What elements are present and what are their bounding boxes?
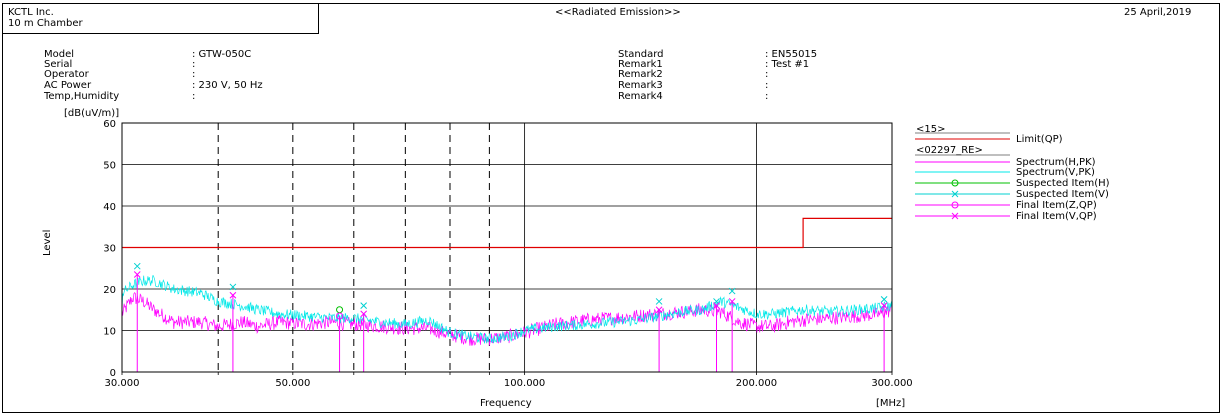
legend-label-suspected-v: Suspected Item(V) bbox=[1016, 189, 1109, 200]
company-name: KCTL Inc. bbox=[8, 7, 54, 18]
y-tick-label: 10 bbox=[103, 327, 116, 338]
info-label-ac-power: AC Power bbox=[44, 80, 92, 91]
info-value-model: : GTW-050C bbox=[192, 49, 252, 60]
report-frame bbox=[2, 3, 1220, 413]
legend-marker bbox=[951, 201, 959, 209]
y-tick-label: 40 bbox=[103, 202, 116, 213]
y-tick-label: 50 bbox=[103, 161, 116, 172]
info-label-remark1: Remark1 bbox=[618, 59, 663, 70]
final-v-qp-marker bbox=[229, 291, 237, 299]
info-label-remark4: Remark4 bbox=[618, 91, 663, 102]
info-value-serial: : bbox=[192, 59, 196, 70]
info-label-model: Model bbox=[44, 49, 75, 60]
info-label-temp-humidity: Temp,Humidity bbox=[44, 91, 120, 102]
legend-label-spectrum-h: Spectrum(H,PK) bbox=[1016, 157, 1096, 168]
info-label-remark2: Remark2 bbox=[618, 69, 663, 80]
info-value-temp-humidity: : bbox=[192, 91, 196, 102]
spectrum-h-line bbox=[121, 292, 893, 346]
x-tick-label: 200.000 bbox=[736, 378, 777, 389]
legend-label-spectrum-v: Spectrum(V,PK) bbox=[1016, 167, 1095, 178]
info-value-remark3: : bbox=[765, 80, 769, 91]
info-value-operator: : bbox=[192, 69, 196, 80]
final-z-qp-marker bbox=[336, 312, 344, 320]
suspected-v-marker bbox=[133, 262, 141, 270]
legend-marker bbox=[951, 212, 959, 220]
legend-marker bbox=[951, 179, 959, 187]
suspected-h-marker bbox=[336, 306, 344, 314]
suspected-v-marker bbox=[360, 302, 368, 309]
legend-group2-header: <02297_RE> bbox=[916, 145, 983, 156]
final-v-qp-marker bbox=[360, 310, 368, 318]
info-value-remark1: : Test #1 bbox=[765, 59, 810, 70]
final-v-qp-marker bbox=[133, 271, 141, 278]
y-tick-label: 30 bbox=[103, 244, 116, 255]
x-tick-label: 300.000 bbox=[871, 378, 912, 389]
info-value-remark2: : bbox=[765, 69, 769, 80]
info-label-serial: Serial bbox=[44, 59, 73, 70]
info-label-operator: Operator bbox=[44, 69, 89, 80]
info-value-standard: : EN55015 bbox=[765, 49, 818, 60]
report-date: 25 April,2019 bbox=[1124, 7, 1192, 18]
x-tick-label: 100.000 bbox=[504, 378, 545, 389]
plot-area bbox=[121, 122, 893, 373]
suspected-v-marker bbox=[229, 283, 237, 291]
y-axis-unit: [dB(uV/m)] bbox=[64, 108, 120, 119]
site-name: 10 m Chamber bbox=[8, 18, 83, 29]
legend-group1-header: <15> bbox=[916, 124, 946, 135]
final-v-qp-marker bbox=[655, 306, 663, 314]
company-box bbox=[2, 3, 319, 34]
legend-marker bbox=[951, 190, 959, 198]
info-label-remark3: Remark3 bbox=[618, 80, 663, 91]
final-v-qp-marker bbox=[728, 298, 736, 305]
x-tick-label: 30.000 bbox=[105, 378, 140, 389]
info-label-standard: Standard bbox=[618, 49, 664, 60]
final-v-qp-marker bbox=[713, 302, 720, 309]
limit-qp-line bbox=[122, 217, 892, 249]
suspected-v-marker bbox=[880, 296, 888, 303]
final-v-qp-marker bbox=[880, 302, 888, 309]
report-title: <<Radiated Emission>> bbox=[555, 7, 681, 18]
y-tick-label: 60 bbox=[103, 119, 116, 130]
suspected-v-marker bbox=[728, 287, 736, 295]
spectrum-v-line bbox=[121, 275, 893, 344]
x-axis-unit: [MHz] bbox=[876, 398, 906, 409]
suspected-v-marker bbox=[655, 298, 663, 305]
y-tick-label: 0 bbox=[110, 368, 116, 379]
legend-label-suspected-h: Suspected Item(H) bbox=[1016, 178, 1110, 189]
info-value-remark4: : bbox=[765, 91, 769, 102]
x-tick-label: 50.000 bbox=[275, 378, 310, 389]
x-axis-label: Frequency bbox=[480, 398, 532, 409]
y-tick-label: 20 bbox=[103, 285, 116, 296]
info-value-ac-power: : 230 V, 50 Hz bbox=[192, 80, 263, 91]
legend-label-limit: Limit(QP) bbox=[1016, 134, 1063, 145]
legend-label-final-z-qp: Final Item(Z,QP) bbox=[1016, 200, 1097, 211]
legend-label-final-v-qp: Final Item(V,QP) bbox=[1016, 211, 1097, 222]
